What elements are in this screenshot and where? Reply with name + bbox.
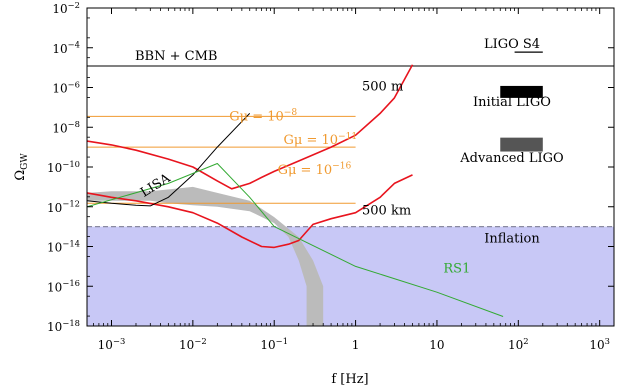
- y-tick-label: 10−4: [52, 40, 80, 56]
- series-line-500-m: [87, 64, 414, 190]
- y-tick-label-exponent: −8: [68, 119, 80, 129]
- gmu-label-2-exponent: −11: [338, 132, 357, 142]
- y-tick-label-base: 10: [47, 201, 62, 215]
- x-tick-label-exponent: 3: [605, 336, 610, 346]
- y-tick-label-base: 10: [47, 280, 62, 294]
- y-tick-label-exponent: −10: [62, 159, 80, 169]
- y-tick-label-exponent: −2: [68, 0, 80, 10]
- axes-ticks: 10−3 10−2 10−1 1 10 102 10310−1810−1610−1410−1…: [47, 0, 614, 352]
- y-tick-label-exponent: −12: [62, 199, 80, 209]
- x-tick-label-base: 1: [352, 338, 360, 352]
- x-tick-label: 10: [429, 338, 444, 352]
- gmu-label-3: Gμ = 10−16: [278, 161, 352, 177]
- series-line-rs1: [87, 163, 504, 317]
- y-tick-label-base: 10: [47, 320, 62, 334]
- x-tick-label-base: 10: [589, 338, 604, 352]
- y-tick-label-exponent: −18: [62, 318, 80, 328]
- y-tick-label: 10−8: [52, 119, 80, 135]
- y-axis-label-sub: GW: [20, 153, 30, 170]
- x-tick-label-exponent: −3: [113, 336, 125, 346]
- initial-ligo-box: [500, 85, 543, 98]
- x-tick-label: 1: [352, 338, 360, 352]
- y-tick-label: 10−14: [47, 238, 80, 254]
- y-tick-label-base: 10: [52, 42, 67, 56]
- x-tick-label: 10−2: [179, 336, 207, 352]
- y-tick-label-base: 10: [52, 2, 67, 16]
- gmu-label-1-exponent: −8: [284, 108, 298, 118]
- y-tick-label-exponent: −4: [68, 40, 80, 50]
- y-tick-label-exponent: −14: [62, 238, 80, 248]
- y-tick-label: 10−10: [47, 159, 80, 175]
- y-tick-label: 10−6: [52, 79, 80, 95]
- y-tick-label-base: 10: [52, 82, 67, 96]
- series-label-rs1: RS1: [443, 261, 470, 276]
- bbn-cmb-label: BBN + CMB: [135, 49, 217, 64]
- x-tick-label: 103: [589, 336, 610, 352]
- y-axis-label-main: Ω: [13, 170, 28, 181]
- series-label-500-m: 500 m: [362, 80, 403, 95]
- plot-area: [87, 64, 614, 326]
- x-tick-label: 10−3: [98, 336, 126, 352]
- y-tick-label-base: 10: [52, 121, 67, 135]
- advanced-ligo-box: [500, 137, 543, 152]
- series-line-lisa: [87, 113, 251, 207]
- ligo-s4-label: LIGO S4: [484, 37, 540, 52]
- x-tick-label-exponent: −1: [276, 336, 288, 346]
- y-tick-label-base: 10: [47, 241, 62, 255]
- gmu-label-1: Gμ = 10−8: [229, 108, 297, 124]
- x-tick-label-base: 10: [260, 338, 275, 352]
- inflation-region: [87, 226, 614, 326]
- gmu-label-2-base: Gμ = 10: [283, 133, 338, 148]
- y-tick-label-exponent: −6: [68, 79, 80, 89]
- x-tick-label-exponent: 2: [523, 336, 528, 346]
- y-tick-label: 10−12: [47, 199, 80, 215]
- advanced-ligo-label: Advanced LIGO: [459, 151, 563, 166]
- series-label-500-km: 500 km: [362, 204, 411, 219]
- x-tick-label-base: 10: [179, 338, 194, 352]
- gmu-label-3-exponent: −16: [332, 161, 351, 171]
- series-line-500-km: [87, 174, 413, 249]
- y-axis-label: ΩGW: [13, 153, 30, 181]
- y-tick-label: 10−2: [52, 0, 80, 16]
- y-tick-label-exponent: −16: [62, 278, 80, 288]
- initial-ligo-label: Initial LIGO: [473, 95, 551, 110]
- gmu-label-2: Gμ = 10−11: [283, 132, 357, 148]
- x-tick-label-base: 10: [98, 338, 113, 352]
- gmu-label-3-base: Gμ = 10: [278, 163, 333, 178]
- y-tick-label: 10−18: [47, 318, 80, 334]
- y-tick-label: 10−16: [47, 278, 80, 294]
- x-tick-label-base: 10: [508, 338, 523, 352]
- y-tick-label-base: 10: [47, 161, 62, 175]
- x-tick-label-base: 10: [429, 338, 444, 352]
- inflation-label: Inflation: [484, 232, 540, 247]
- x-tick-label-exponent: −2: [194, 336, 206, 346]
- x-tick-label: 10−1: [260, 336, 288, 352]
- gmu-label-1-base: Gμ = 10: [229, 109, 284, 124]
- x-axis-label: f [Hz]: [331, 372, 368, 387]
- x-tick-label: 102: [508, 336, 529, 352]
